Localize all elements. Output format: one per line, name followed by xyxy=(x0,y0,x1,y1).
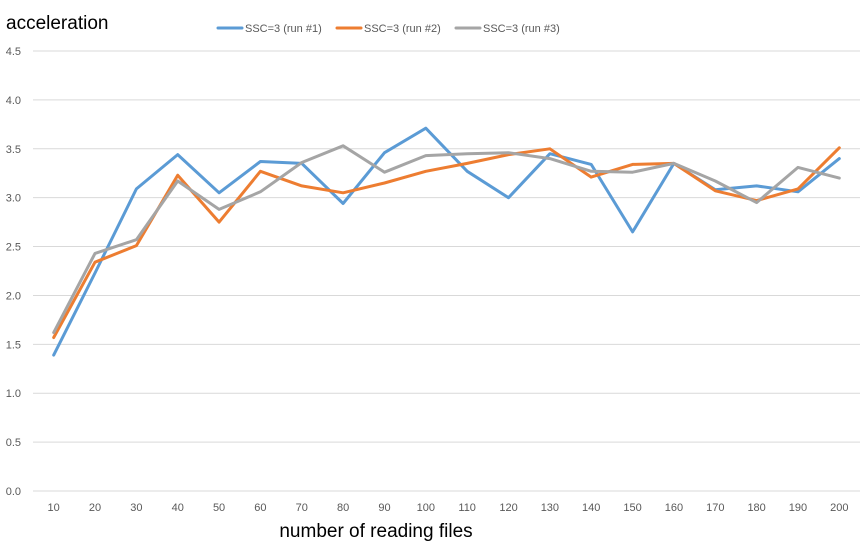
legend-label: SSC=3 (run #3) xyxy=(483,23,560,35)
x-tick-label: 30 xyxy=(130,502,142,514)
series-line-run-1 xyxy=(52,126,841,357)
x-tick-label: 110 xyxy=(458,502,476,514)
x-tick-label: 190 xyxy=(789,502,807,514)
x-tick-label: 180 xyxy=(747,502,765,514)
x-tick-label: 60 xyxy=(254,502,266,514)
series-lines xyxy=(52,126,841,357)
x-tick-label: 170 xyxy=(706,502,724,514)
x-axis-label: number of reading files xyxy=(279,521,472,542)
x-axis-ticks: 10 20 30 40 50 60 70 80 90 100 110 120 130 140 150 160 1… xyxy=(48,502,849,514)
series-line-run-3 xyxy=(52,144,841,335)
y-tick-label: 1.0 xyxy=(6,388,21,400)
x-tick-label: 10 xyxy=(48,502,60,514)
x-tick-label: 40 xyxy=(172,502,184,514)
y-tick-label: 1.5 xyxy=(6,339,21,351)
x-tick-label: 80 xyxy=(337,502,349,514)
x-tick-label: 150 xyxy=(623,502,641,514)
legend-label: SSC=3 (run #2) xyxy=(364,23,441,35)
y-tick-label: 3.0 xyxy=(6,193,21,205)
y-tick-label: 0.5 xyxy=(6,437,21,449)
x-tick-label: 90 xyxy=(378,502,390,514)
y-axis-label: acceleration xyxy=(6,13,108,34)
series-line-run-2 xyxy=(52,146,841,339)
y-tick-label: 3.5 xyxy=(6,144,21,156)
x-tick-label: 50 xyxy=(213,502,225,514)
y-axis-ticks: 0.0 0.5 1.0 1.5 2.0 2.5 3.0 3.5 4.0 4.5 xyxy=(6,46,21,498)
legend: SSC=3 (run #1) SSC=3 (run #2) SSC=3 (run #… xyxy=(216,23,560,35)
x-tick-label: 140 xyxy=(582,502,600,514)
y-tick-label: 0.0 xyxy=(6,486,21,498)
x-tick-label: 120 xyxy=(499,502,517,514)
x-tick-label: 70 xyxy=(296,502,308,514)
gridlines xyxy=(33,50,860,492)
x-tick-label: 200 xyxy=(830,502,848,514)
y-tick-label: 4.0 xyxy=(6,95,21,107)
y-tick-label: 2.0 xyxy=(6,290,21,302)
x-tick-label: 20 xyxy=(89,502,101,514)
x-tick-label: 160 xyxy=(665,502,683,514)
y-tick-label: 4.5 xyxy=(6,46,21,58)
x-tick-label: 130 xyxy=(541,502,559,514)
x-tick-label: 100 xyxy=(417,502,435,514)
legend-label: SSC=3 (run #1) xyxy=(245,23,322,35)
y-tick-label: 2.5 xyxy=(6,242,21,254)
